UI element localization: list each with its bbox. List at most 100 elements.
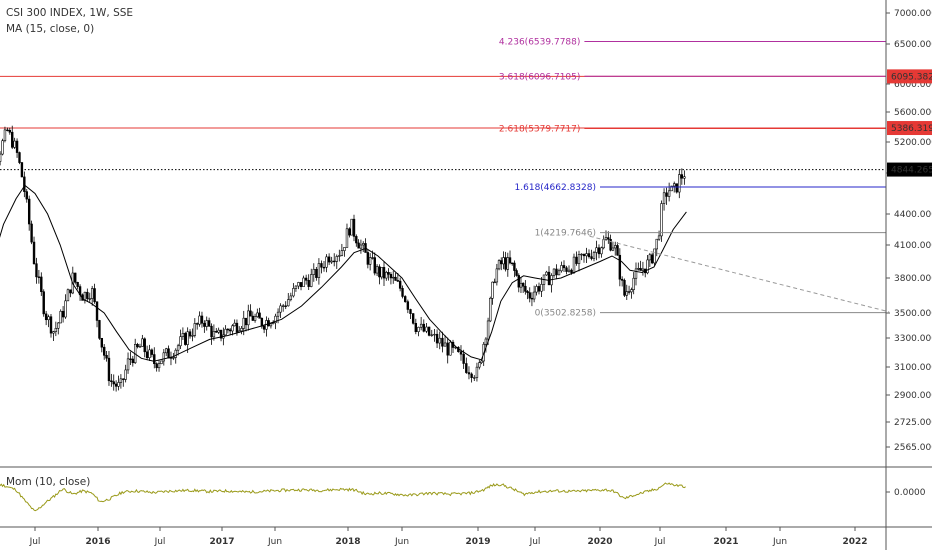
candle-body	[495, 268, 499, 283]
candle-body	[590, 256, 593, 259]
candle-body	[678, 174, 681, 193]
candle-body	[480, 360, 483, 363]
candle-body	[565, 267, 568, 272]
candle-body	[258, 312, 261, 319]
candle-body	[547, 271, 551, 286]
x-tick-label: Jul	[654, 537, 666, 547]
candle-body	[602, 239, 605, 249]
candle-body	[489, 297, 492, 322]
y-tick-label: 5200.0000	[894, 138, 932, 148]
candle-body	[419, 323, 423, 328]
fib-extension: 4.236(6539.7788) 3.618(6096.7105) 2.618(53…	[499, 38, 886, 319]
candle-body	[340, 250, 344, 256]
candle-body	[162, 352, 166, 362]
x-tick-label: Jun	[394, 537, 409, 547]
candle-body	[555, 268, 558, 276]
candle-body	[30, 223, 33, 243]
candle-body	[110, 380, 113, 382]
candle-body	[57, 322, 60, 329]
candle-body	[18, 152, 21, 163]
x-tick-label: 2017	[209, 537, 234, 547]
ma-line	[0, 184, 687, 362]
candle-body	[11, 131, 14, 148]
candle-body	[256, 312, 259, 317]
candle-body	[136, 344, 139, 348]
candle-body	[54, 327, 58, 332]
candle-body	[350, 218, 353, 236]
mom-indicator-label[interactable]: Mom (10, close)	[6, 476, 91, 488]
candle-body	[148, 349, 151, 359]
candle-body	[392, 276, 395, 279]
candle-body	[497, 260, 501, 270]
candle-body	[443, 342, 447, 347]
candle-body	[650, 254, 654, 264]
candle-body	[274, 315, 277, 324]
candle-body	[385, 272, 388, 279]
dashed-trendline	[589, 235, 890, 313]
candle-body	[462, 353, 465, 364]
candle-body	[212, 331, 216, 338]
candles	[0, 125, 686, 392]
candle-body	[446, 342, 449, 356]
candle-body	[179, 336, 182, 347]
candle-body	[284, 305, 287, 307]
candle-body	[359, 244, 363, 249]
candle-body	[167, 348, 170, 359]
candle-body	[665, 192, 668, 197]
candle-body	[632, 277, 635, 290]
candle-body	[662, 192, 666, 204]
y-tick-label: 6000.0000	[894, 80, 932, 90]
candle-body	[124, 369, 127, 380]
candle-body	[545, 271, 548, 276]
candle-body	[105, 355, 108, 359]
candle-body	[362, 243, 365, 246]
candle-body	[540, 284, 543, 292]
candle-body	[620, 278, 624, 281]
candle-body	[660, 203, 663, 237]
candle-body	[217, 329, 220, 333]
ma-indicator-label[interactable]: MA (15, close, 0)	[6, 23, 95, 35]
y-tick-label: 3500.0000	[894, 309, 932, 319]
candle-body	[567, 269, 571, 272]
candle-body	[604, 237, 608, 240]
candle-body	[537, 286, 541, 292]
candle-body	[417, 326, 420, 333]
candle-body	[198, 315, 201, 325]
candle-body	[449, 341, 452, 356]
candle-body	[330, 260, 333, 263]
candle-body	[493, 281, 496, 284]
candle-body	[378, 266, 381, 278]
candle-body	[210, 325, 213, 338]
fib-level-label: 1(4219.7646)	[535, 229, 596, 239]
candle-body	[648, 254, 652, 261]
candle-body	[394, 276, 397, 281]
candle-body	[292, 288, 295, 297]
candle-body	[335, 256, 338, 262]
candle-body	[470, 373, 473, 378]
candle-body	[143, 338, 146, 353]
candle-body	[224, 328, 227, 336]
candle-body	[680, 174, 684, 179]
candle-body	[366, 252, 370, 265]
fib-level-label: 2.618(5379.7717)	[499, 125, 580, 135]
candle-body	[616, 245, 619, 256]
candle-body	[262, 325, 266, 330]
horizontal-lines	[0, 75, 886, 171]
candle-body	[634, 268, 638, 279]
price-badge-label: 6095.3823	[891, 72, 932, 82]
price-badge	[887, 69, 932, 84]
candle-body	[242, 317, 245, 329]
candle-body	[260, 317, 264, 327]
y-tick-label: 4100.0000	[894, 241, 932, 251]
candle-body	[338, 255, 341, 257]
candle-body	[535, 286, 538, 293]
candle-body	[325, 256, 328, 268]
candle-body	[646, 259, 649, 274]
candle-body	[299, 282, 303, 288]
candle-body	[74, 272, 77, 283]
candle-body	[52, 331, 55, 334]
candle-body	[126, 358, 130, 371]
candle-body	[375, 266, 379, 274]
x-tick-label: Jul	[29, 537, 41, 547]
